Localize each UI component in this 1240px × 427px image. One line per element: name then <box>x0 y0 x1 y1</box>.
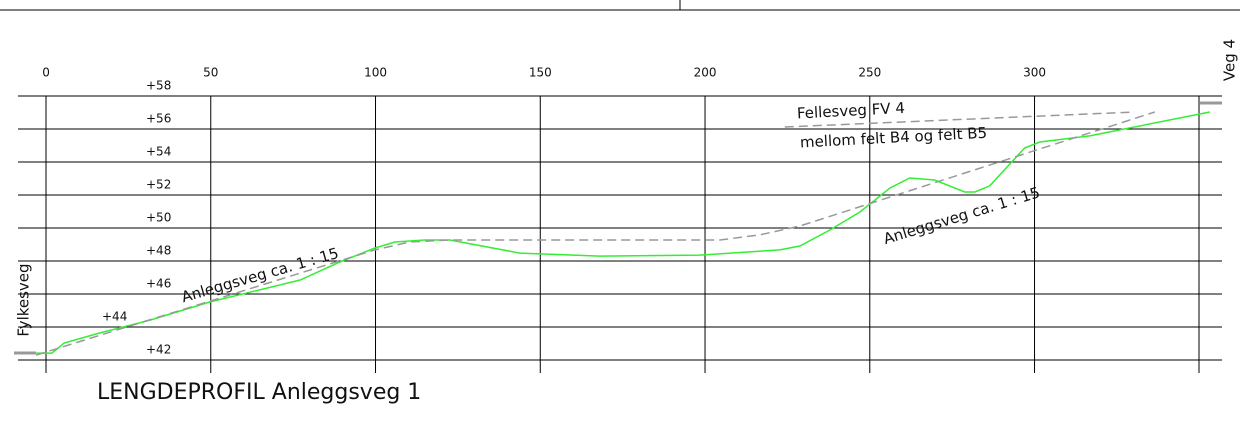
y-tick-label: +48 <box>146 244 171 258</box>
annotation: mellom felt B4 og felt B5 <box>800 124 988 152</box>
y-tick-label: +56 <box>146 112 171 126</box>
annotation: Fylkesveg <box>15 263 33 336</box>
x-tick-label: 150 <box>529 66 552 80</box>
annotation: Veg 4 <box>1221 39 1239 81</box>
x-tick-label: 100 <box>364 66 387 80</box>
y-tick-label: +52 <box>146 178 171 192</box>
x-tick-label: 250 <box>858 66 881 80</box>
y-tick-label: +44 <box>102 310 127 324</box>
y-tick-label: +50 <box>146 211 171 225</box>
x-tick-label: 50 <box>203 66 218 80</box>
annotation: Anleggsveg ca. 1 : 15 <box>881 183 1042 248</box>
x-tick-label: 300 <box>1023 66 1046 80</box>
annotation: Anleggsveg ca. 1 : 15 <box>179 244 340 306</box>
profile-line <box>784 111 1135 128</box>
annotation: Fellesveg FV 4 <box>797 99 906 123</box>
x-tick-label: 0 <box>42 66 50 80</box>
x-tick-label: 200 <box>694 66 717 80</box>
y-tick-label: +46 <box>146 277 171 291</box>
y-tick-label: +42 <box>146 343 171 357</box>
chart-title: LENGDEPROFIL Anleggsveg 1 <box>97 380 421 405</box>
profile-line <box>35 111 1156 356</box>
y-tick-label: +58 <box>146 79 171 93</box>
y-tick-label: +54 <box>146 145 171 159</box>
profile-line <box>36 111 1210 354</box>
